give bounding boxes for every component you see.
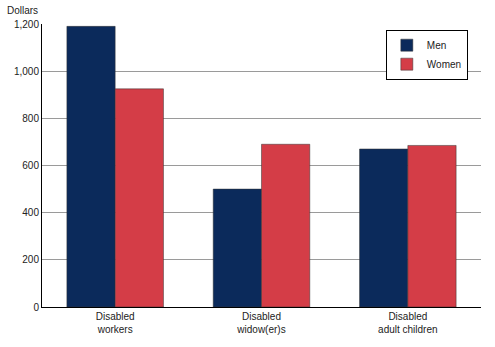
svg-text:400: 400 [22,207,39,218]
svg-text:Disabledwidow(er)s: Disabledwidow(er)s [236,311,285,335]
svg-text:600: 600 [22,160,39,171]
svg-text:Women: Women [427,59,461,70]
svg-text:Disabledadult children: Disabledadult children [378,311,437,335]
svg-text:0: 0 [33,302,39,313]
svg-text:800: 800 [22,113,39,124]
svg-text:1,000: 1,000 [14,66,39,77]
svg-text:1,200: 1,200 [14,19,39,30]
svg-text:200: 200 [22,254,39,265]
svg-text:Disabledworkers: Disabledworkers [96,311,135,335]
svg-text:Dollars: Dollars [7,5,38,16]
svg-text:Men: Men [427,40,446,51]
